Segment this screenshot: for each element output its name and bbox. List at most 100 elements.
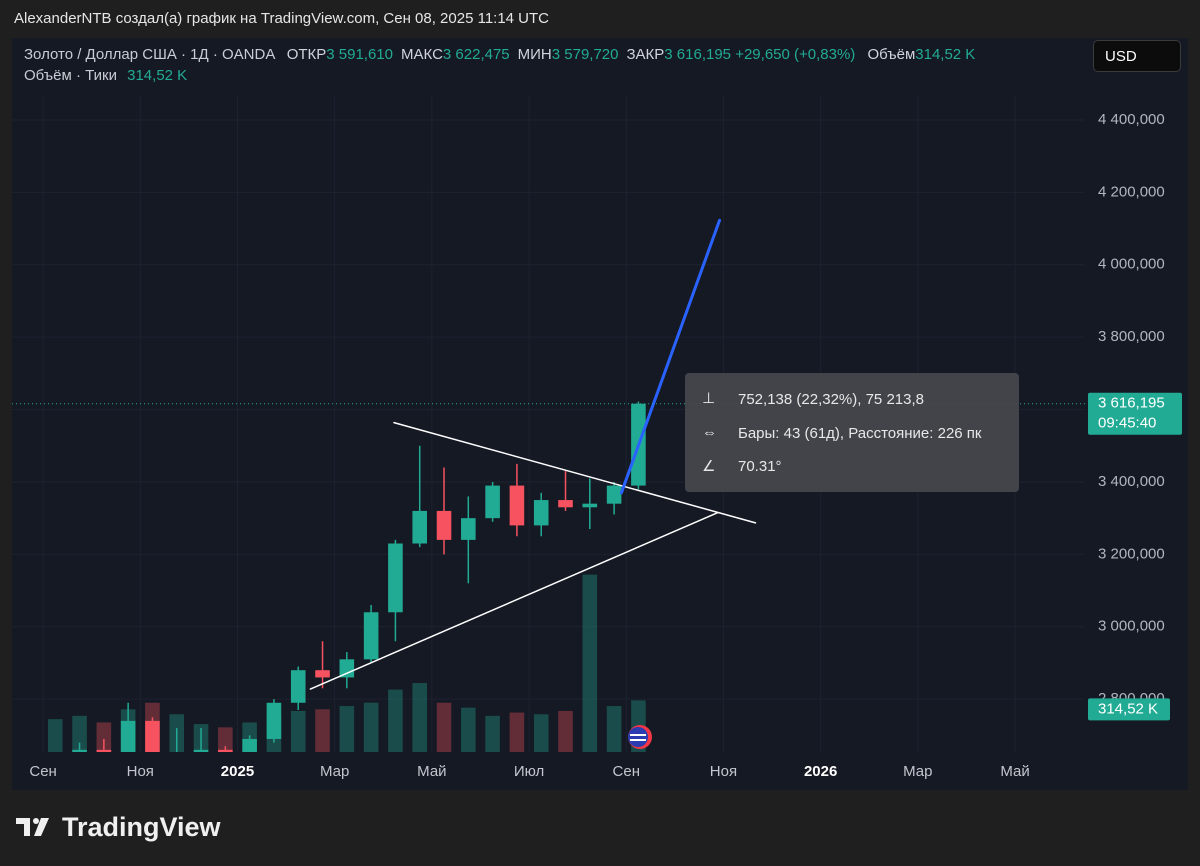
candle-body (558, 500, 573, 508)
volume-bar (388, 689, 403, 752)
countdown: 09:45:40 (1098, 415, 1156, 432)
candle-body (266, 702, 282, 739)
candle-body (388, 543, 403, 613)
candle-body (509, 485, 525, 526)
drawings (309, 218, 757, 690)
volume-tag-label: 314,52 K (1098, 700, 1158, 717)
ohlc-name: ЗАКР (626, 46, 665, 63)
volume-bar (485, 715, 500, 752)
volume-bar (533, 714, 549, 752)
candle-body (96, 749, 112, 752)
volume-bar (412, 683, 428, 752)
x-tick-label: Май (1000, 763, 1029, 780)
candle-body (145, 720, 160, 752)
volume-bar (461, 707, 476, 752)
ohlc-legend: ОТКР3 591,610 МАКС3 622,475 МИН3 579,720 ЗА… (279, 46, 731, 63)
y-tick-label: 4 000,000 (1098, 256, 1165, 273)
candle-body (48, 804, 63, 808)
volume-bar (363, 702, 379, 752)
y-tick-label: 3 800,000 (1098, 328, 1165, 345)
volume-bar (96, 722, 112, 752)
x-tick-label: Сен (29, 763, 56, 780)
x-tick-label: Июл (514, 763, 544, 780)
brand-logo (16, 818, 49, 836)
ohlc-value: 3 591,610 (326, 46, 393, 63)
candle-body (218, 749, 233, 752)
candles (48, 401, 646, 808)
volume-pane (47, 574, 646, 752)
candle-body (72, 749, 87, 752)
volume-bar (436, 702, 452, 752)
volume-name: Объём (867, 46, 916, 63)
range-icon: ⊥ (702, 390, 716, 407)
y-tick-label: 4 200,000 (1098, 183, 1165, 200)
x-tick-label: Мар (903, 763, 932, 780)
volume-bar (290, 710, 306, 752)
ohlc-name: МИН (517, 46, 552, 63)
measure-price: 752,138 (22,32%), 75 213,8 (738, 391, 924, 408)
volume-indicator: Объём · Тики (24, 67, 117, 84)
volume-bar (315, 709, 330, 752)
price-change: +29,650 (+0,83%) (735, 46, 856, 63)
candle-body (120, 720, 136, 752)
candle-body (461, 518, 476, 540)
y-tick-label: 3 200,000 (1098, 545, 1165, 562)
candle-body (436, 510, 452, 540)
x-tick-label: 2026 (804, 763, 837, 780)
volume-bar (558, 710, 573, 752)
candle-body (193, 749, 209, 752)
flag-icon (628, 725, 652, 749)
volume-legend: Объём · Тики 314,52 K (24, 67, 187, 84)
x-tick-label: Ноя (710, 763, 737, 780)
volume-bar (218, 727, 233, 752)
x-tick-label: 2025 (221, 763, 254, 780)
y-tick-label: 3 000,000 (1098, 618, 1165, 635)
measure-bars: Бары: 43 (61д), Расстояние: 226 пк (738, 425, 982, 442)
candle-body (606, 485, 622, 504)
candle-body (339, 659, 355, 678)
candle-body (315, 670, 330, 678)
candle-body (290, 670, 306, 703)
measure-tooltip: ⊥ 752,138 (22,32%), 75 213,8 ⇔ Бары: 43 … (685, 373, 1019, 492)
volume-value: 314,52 K (915, 46, 976, 63)
candle-body (169, 753, 184, 782)
candle-body (242, 738, 257, 752)
volume-bar (47, 719, 63, 752)
x-tick-label: Май (417, 763, 446, 780)
last-price-tag (1088, 392, 1182, 435)
volume-bar (509, 712, 525, 752)
candle-body (363, 612, 379, 660)
brand: TradingView (62, 812, 221, 842)
volume-tag (1088, 698, 1170, 721)
ohlc-name: МАКС (401, 46, 443, 63)
y-tick-label: 4 400,000 (1098, 111, 1165, 128)
candle-body (412, 510, 428, 544)
volume-bar (72, 715, 87, 752)
volume-indicator-value: 314,52 K (127, 67, 188, 84)
y-tick-label: 3 400,000 (1098, 473, 1165, 490)
candle-body (582, 503, 598, 508)
candle-body (485, 485, 500, 519)
bars-icon: ⇔ (702, 424, 717, 441)
x-tick-label: Мар (320, 763, 349, 780)
ohlc-value: 3 622,475 (442, 46, 510, 63)
trend-line (393, 421, 757, 524)
volume-bar (582, 574, 598, 752)
ohlc-value: 3 616,195 (664, 46, 732, 63)
attribution: AlexanderNTB создал(а) график на Trading… (14, 10, 550, 27)
currency-button[interactable]: USD (1093, 40, 1181, 72)
ohlc-name: ОТКР (286, 46, 327, 63)
grid (12, 95, 1085, 752)
ohlc-value: 3 579,720 (551, 46, 619, 63)
trend-line (619, 218, 722, 495)
measure-angle: 70.31° (738, 458, 782, 475)
x-tick-label: Ноя (127, 763, 154, 780)
symbol-legend: Золото / Доллар США · 1Д · OANDA ОТКР3 5… (24, 46, 1054, 63)
x-tick-label: Сен (613, 763, 640, 780)
last-price-label: 3 616,195 (1098, 395, 1165, 412)
symbol: Золото / Доллар США · 1Д · OANDA (24, 46, 275, 63)
trend-line (309, 511, 719, 690)
